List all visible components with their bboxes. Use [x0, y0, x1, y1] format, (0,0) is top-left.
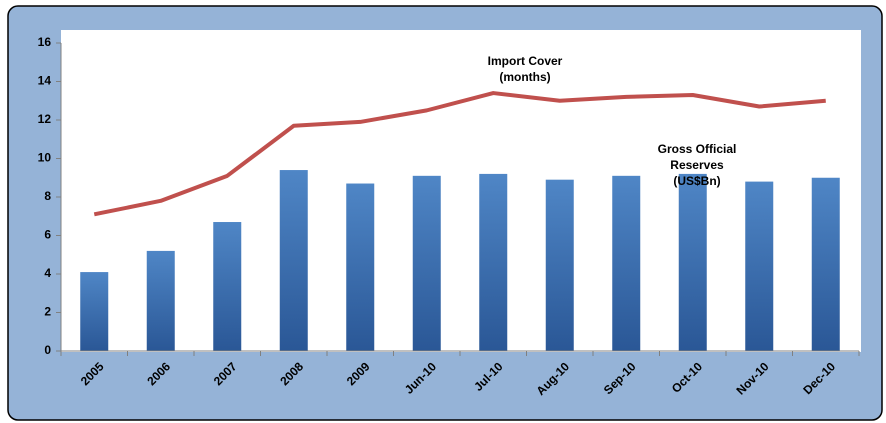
annotation: Import Cover — [488, 54, 563, 68]
bar — [80, 272, 109, 351]
bar — [213, 222, 242, 351]
y-tick-label: 2 — [44, 305, 51, 319]
y-tick-label: 12 — [38, 112, 52, 126]
y-tick-label: 8 — [44, 189, 51, 203]
y-tick-label: 0 — [44, 343, 51, 357]
annotation: Reserves — [670, 158, 724, 172]
bar — [279, 170, 308, 351]
y-tick-label: 14 — [38, 74, 52, 88]
y-tick-label: 16 — [38, 35, 52, 49]
annotation: Gross Official — [658, 142, 737, 156]
bar — [479, 173, 508, 351]
y-tick-label: 4 — [44, 266, 51, 280]
bar — [811, 177, 840, 351]
y-tick-label: 10 — [38, 151, 52, 165]
bar — [678, 173, 707, 351]
bar — [545, 179, 574, 351]
bar — [346, 183, 375, 351]
bar — [745, 181, 774, 351]
line — [93, 91, 826, 217]
bar — [612, 175, 641, 351]
annotation: (months) — [499, 70, 550, 84]
bar — [146, 250, 175, 351]
annotation: (US$Bn) — [673, 174, 720, 188]
bar — [412, 175, 441, 351]
y-tick-label: 6 — [44, 228, 51, 242]
plot-area — [61, 30, 861, 352]
